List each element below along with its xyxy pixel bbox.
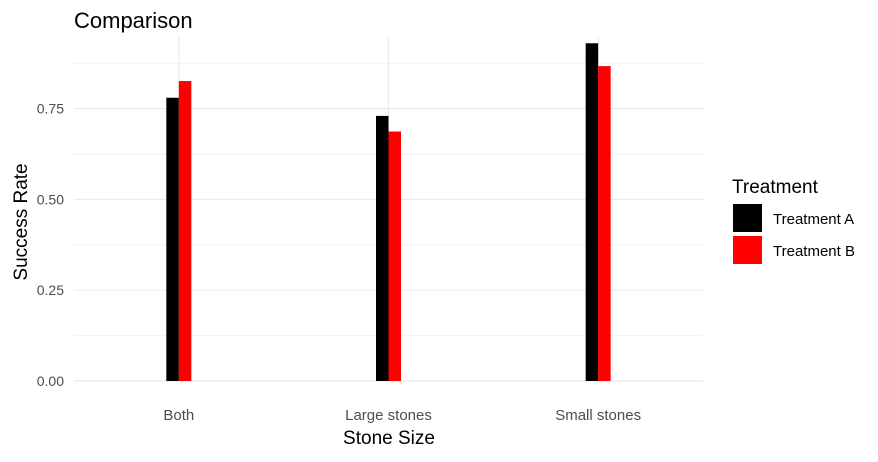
bar-b-small-stones [598, 66, 611, 382]
y-axis-label: Success Rate [11, 163, 32, 280]
bar-a-small-stones [585, 43, 599, 382]
x-axis-label: Stone Size [343, 428, 435, 449]
legend-label: Treatment A [773, 211, 854, 228]
legend: Treatment Treatment A Treatment B [732, 177, 855, 264]
x-tick-label: Large stones [345, 407, 432, 424]
bar-b-large-stones [388, 131, 401, 381]
bars-layer [166, 43, 611, 382]
legend-key-a [733, 204, 762, 232]
y-tick-label: 0.50 [37, 191, 64, 207]
x-tick-label: Small stones [555, 407, 641, 424]
y-tick-label: 0.25 [37, 282, 64, 298]
legend-key-b [733, 236, 762, 264]
y-tick-label: 0.00 [37, 373, 64, 389]
y-tick-labels: 0.00 0.25 0.50 0.75 [37, 101, 64, 389]
legend-title: Treatment [732, 177, 819, 198]
bar-b-both [178, 81, 192, 381]
x-tick-label: Both [163, 407, 194, 424]
legend-label: Treatment B [773, 243, 855, 260]
bar-a-both [166, 97, 179, 381]
bar-a-large-stones [376, 115, 389, 381]
chart-title: Comparison [74, 8, 193, 33]
x-tick-labels: Both Large stones Small stones [163, 407, 641, 424]
y-tick-label: 0.75 [37, 101, 64, 117]
